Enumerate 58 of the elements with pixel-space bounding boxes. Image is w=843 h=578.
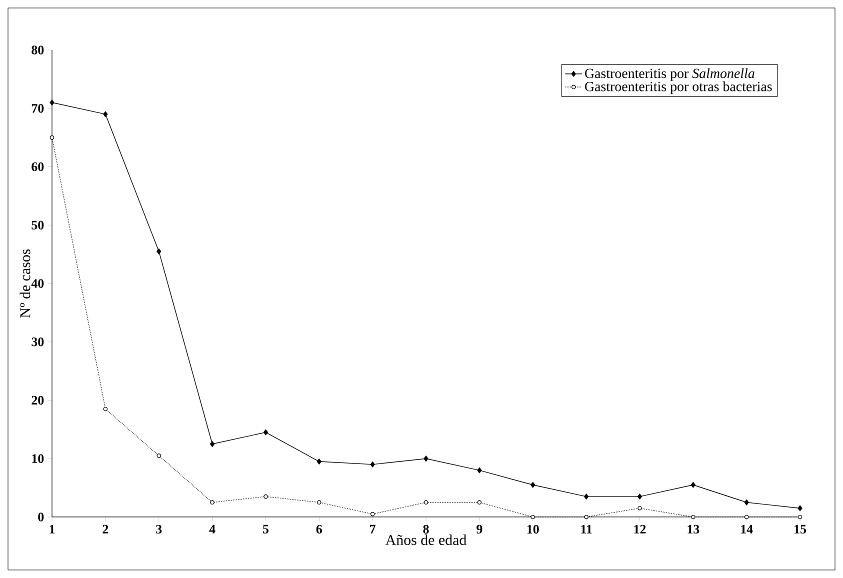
x-tick-label: 4	[209, 524, 216, 534]
y-tick-label: 80	[32, 46, 44, 54]
point	[477, 467, 482, 474]
point	[638, 506, 642, 510]
x-tick-label: 5	[263, 524, 268, 534]
y-tick-label: 70	[32, 104, 44, 113]
x-tick-label: 10	[527, 524, 539, 534]
x-tick-label: 14	[741, 524, 753, 534]
y-tick-label: 20	[32, 396, 44, 405]
point	[530, 482, 536, 488]
point	[744, 499, 749, 506]
point	[424, 500, 428, 505]
point	[156, 248, 162, 254]
y-tick-label: 50	[32, 220, 44, 230]
legend-label: Gastroenteritis por otras bacterias	[585, 81, 772, 94]
x-tick-label: 7	[370, 524, 376, 534]
x-axis-title: Años de edad	[385, 534, 466, 546]
x-tick-label: 3	[156, 524, 162, 534]
y-tick-label: 30	[32, 337, 44, 346]
x-tick-label: 13	[688, 524, 700, 534]
y-tick-label: 60	[32, 162, 44, 172]
x-tick-label: 6	[316, 524, 322, 534]
y-tick-label: 10	[32, 454, 44, 463]
point	[690, 482, 696, 488]
point	[370, 512, 375, 516]
x-tick-label: 11	[581, 524, 592, 534]
point	[263, 429, 268, 436]
point	[156, 454, 162, 458]
y-tick-label: 0	[38, 512, 44, 522]
point	[210, 500, 214, 505]
point	[637, 494, 642, 500]
point	[210, 441, 215, 447]
x-tick-label: 15	[794, 524, 806, 534]
point	[798, 505, 802, 512]
point	[264, 494, 268, 499]
x-tick-label: 12	[634, 524, 646, 534]
point	[477, 500, 482, 505]
x-tick-label: 2	[102, 524, 108, 534]
point	[50, 135, 54, 140]
point	[584, 514, 588, 520]
y-tick-label: 40	[31, 279, 44, 288]
point	[316, 458, 322, 464]
point	[530, 514, 536, 520]
point	[691, 514, 696, 520]
point	[317, 500, 322, 505]
point	[798, 514, 802, 520]
x-tick-label: 9	[476, 524, 482, 534]
point	[744, 514, 749, 520]
x-tick-label: 8	[423, 524, 429, 534]
x-tick-label: 1	[50, 524, 55, 534]
point	[370, 462, 375, 468]
point	[103, 406, 108, 412]
y-axis-title: Nº de casos	[20, 249, 30, 318]
legend-label: Gastroenteritis por Salmonella	[585, 68, 754, 81]
point	[50, 100, 54, 106]
point	[424, 456, 428, 462]
point	[584, 494, 589, 500]
point	[103, 111, 108, 118]
